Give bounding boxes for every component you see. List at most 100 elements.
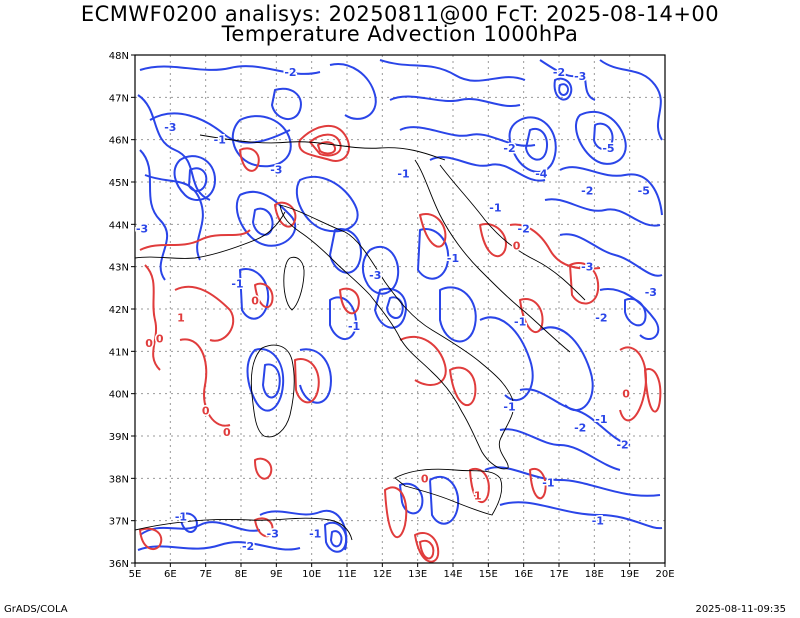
negative-contour [439, 286, 477, 343]
contour-label: -1 [447, 252, 459, 265]
negative-contour [499, 428, 621, 471]
positive-contour [254, 282, 274, 309]
positive-contour [509, 223, 601, 270]
negative-contour [399, 126, 536, 147]
balkan-coastline [439, 164, 586, 301]
contour-label: 0 [513, 240, 521, 253]
lon-tick-label: 15E [479, 569, 498, 580]
negative-contour [558, 83, 570, 96]
positive-contour [619, 346, 647, 422]
positive-contour [644, 368, 662, 413]
contour-label: -1 [542, 477, 554, 490]
positive-contour [449, 366, 477, 406]
footer-timestamp: 2025-08-11-09:35 [695, 604, 786, 615]
negative-contour [593, 122, 614, 151]
contour-label: -5 [638, 184, 650, 197]
contour-label: -1 [214, 134, 226, 147]
negative-contour [539, 326, 594, 411]
negative-contour [262, 363, 281, 399]
contour-label: -2 [595, 311, 607, 324]
negative-contour [519, 388, 631, 446]
contour-label: -2 [553, 66, 565, 79]
contour-label: -2 [242, 540, 254, 553]
negative-contour [399, 482, 424, 515]
contour-label: -2 [616, 438, 628, 451]
contour-label: -3 [267, 527, 279, 540]
lon-tick-label: 16E [514, 569, 533, 580]
adriatic-coastline [414, 159, 571, 353]
contour-label: -3 [581, 261, 593, 274]
positive-contour [309, 133, 342, 157]
italy-coastline [279, 204, 514, 470]
contour-label: 1 [474, 489, 482, 502]
contour-label: -3 [164, 121, 176, 134]
lon-tick-label: 14E [443, 569, 462, 580]
lon-tick-label: 17E [549, 569, 568, 580]
negative-contour [417, 228, 450, 280]
negative-contour [139, 149, 169, 281]
lat-tick-label: 47N [109, 93, 129, 104]
contour-label: 1 [177, 311, 185, 324]
contour-label: 0 [251, 295, 259, 308]
lon-tick-label: 19E [620, 569, 639, 580]
contour-labels: -2 -2 -3 -3 -1 -3 -2 -5 -4 -2 -5 -1 -1 -2 -3 -1 -3 -3 -1 -3… [134, 64, 658, 554]
negative-contour [379, 59, 526, 82]
negative-contour [484, 466, 661, 497]
contour-label: -3 [270, 163, 282, 176]
positive-contour [339, 287, 360, 315]
negative-contour [329, 63, 377, 120]
positive-contour [317, 141, 337, 155]
contour-label: 0 [622, 388, 630, 401]
contour-label: -1 [489, 201, 501, 214]
negative-contour [271, 87, 302, 120]
positive-contour [399, 335, 447, 386]
positive-contour [384, 486, 408, 539]
positive-contour [569, 262, 600, 305]
contour-label: -3 [645, 286, 657, 299]
negative-contour [139, 521, 261, 536]
contour-label: -2 [518, 223, 530, 236]
negative-contours [137, 59, 663, 553]
negative-contour [553, 77, 573, 101]
contour-label: -1 [175, 510, 187, 523]
negative-contour [137, 541, 301, 551]
lon-tick-label: 18E [585, 569, 604, 580]
footer-software-label: GrADS/COLA [4, 604, 68, 615]
lon-tick-label: 10E [302, 569, 321, 580]
positive-contour [174, 285, 235, 342]
positive-contour [144, 264, 161, 371]
negative-contour [599, 288, 660, 340]
negative-contour [231, 115, 292, 168]
lon-tick-label: 20E [655, 569, 674, 580]
positive-contour [139, 527, 163, 551]
sicily-coastline [394, 468, 503, 516]
lat-tick-label: 36N [109, 559, 129, 570]
positive-contour [529, 467, 547, 500]
negative-contour [295, 175, 359, 233]
contour-label: -2 [284, 66, 296, 79]
negative-contour [329, 228, 362, 274]
negative-contour [374, 287, 407, 329]
lat-tick-label: 41N [109, 347, 129, 358]
negative-contour [575, 110, 627, 165]
negative-contour [362, 245, 400, 295]
positive-contour [419, 539, 435, 560]
contour-label: -1 [592, 515, 604, 528]
negative-contour [559, 233, 663, 277]
contour-label: -1 [348, 320, 360, 333]
positive-contour [419, 213, 447, 248]
negative-contour [389, 95, 521, 107]
negative-contour [330, 530, 343, 548]
negative-contour [599, 59, 663, 141]
contour-label: 0 [156, 333, 164, 346]
positive-contour [469, 467, 490, 504]
negative-contour [179, 512, 198, 533]
corsica-coastline [283, 256, 305, 311]
lat-tick-label: 44N [109, 220, 129, 231]
negative-contour [525, 127, 548, 161]
negative-contour [544, 198, 661, 227]
negative-contour [479, 316, 534, 401]
alps-border [199, 134, 446, 161]
negative-contour [329, 296, 357, 340]
sardinia-coastline [250, 344, 295, 438]
